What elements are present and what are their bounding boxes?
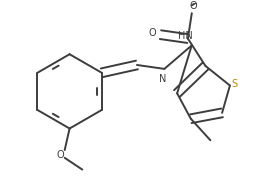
Text: N: N xyxy=(159,74,166,84)
Text: HN: HN xyxy=(178,31,193,41)
Text: O: O xyxy=(149,28,157,38)
Text: S: S xyxy=(232,79,238,89)
Text: O: O xyxy=(56,150,64,160)
Text: O: O xyxy=(190,1,198,11)
